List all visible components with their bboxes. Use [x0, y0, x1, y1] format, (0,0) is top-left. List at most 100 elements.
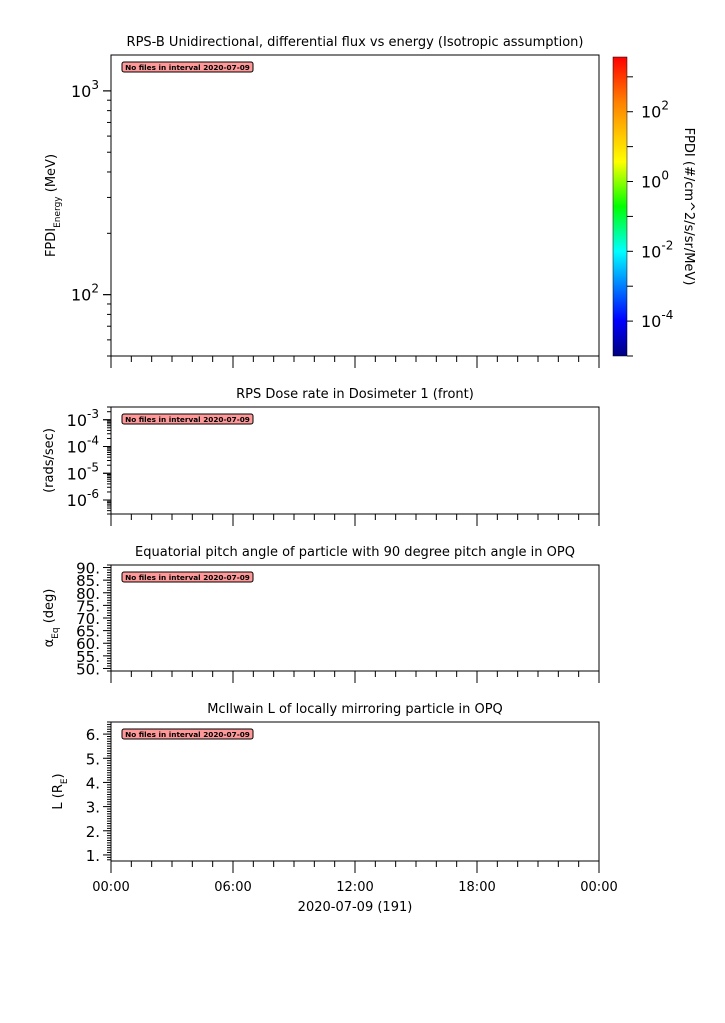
text-part: No files in interval 2020-07-09 [125, 573, 250, 582]
text-part: 12:00 [336, 880, 373, 895]
y-tick-label: 80. [76, 585, 100, 603]
text-part: 0 [661, 169, 669, 183]
y-tick-label: 10-3 [67, 407, 99, 430]
text-part: 10 [67, 464, 87, 483]
panel-title: McIlwain L of locally mirroring particle… [207, 702, 503, 717]
text-part: Equatorial pitch angle of particle with … [135, 545, 575, 560]
y-tick-label: 50. [76, 660, 100, 678]
text-part: FPDI (#/cm^2/s/sr/MeV) [681, 128, 696, 286]
annotation-box [121, 728, 254, 740]
text-part: 1. [86, 847, 100, 865]
x-tick-label: 06:00 [214, 880, 251, 895]
text-part: (rads/sec) [42, 428, 57, 493]
text-part: 5. [86, 750, 100, 768]
text-part: 60. [76, 635, 100, 653]
text-part: -6 [87, 487, 99, 501]
text-part: McIlwain L of locally mirroring particle… [207, 702, 503, 717]
panel-2: RPS Dose rate in Dosimeter 1 (front)10-6… [42, 387, 600, 526]
text-part: 6. [86, 726, 100, 744]
text-part: 55. [76, 648, 100, 666]
text-part: 2. [86, 823, 100, 841]
text-part: RPS Dose rate in Dosimeter 1 (front) [236, 387, 474, 402]
y-tick-label: 1. [86, 847, 100, 865]
y-tick-label: 5. [86, 750, 100, 768]
text-part: 70. [76, 610, 100, 628]
no-files-annotation: No files in interval 2020-07-09 [121, 728, 254, 740]
x-tick-label: 00:00 [580, 880, 617, 895]
text-part: Eq [51, 627, 61, 638]
text-part: 2020-07-09 (191) [298, 900, 413, 915]
text-part: 65. [76, 623, 100, 641]
y-tick-label: 10-5 [67, 460, 99, 483]
plot-area [110, 721, 600, 862]
text-part: 18:00 [458, 880, 495, 895]
text-part: 10 [641, 173, 661, 192]
panel-title: RPS Dose rate in Dosimeter 1 (front) [236, 387, 474, 402]
text-part: 06:00 [214, 880, 251, 895]
text-part: No files in interval 2020-07-09 [125, 63, 250, 72]
x-tick-label: 00:00 [92, 880, 129, 895]
panel-title: Equatorial pitch angle of particle with … [135, 545, 575, 560]
text-part: 80. [76, 585, 100, 603]
annotation-text: No files in interval 2020-07-09 [125, 730, 250, 739]
text-part: 10 [67, 438, 87, 457]
y-tick-label: 85. [76, 572, 100, 590]
colorbar-tick-label: 102 [641, 99, 669, 122]
colorbar-tick-label: 10-2 [641, 238, 673, 261]
y-tick-label: 6. [86, 726, 100, 744]
text-part: 10 [71, 286, 91, 305]
text-part: No files in interval 2020-07-09 [125, 730, 250, 739]
annotation-box [121, 571, 254, 583]
y-axis-label: L (RE) [51, 773, 70, 809]
y-tick-label: 90. [76, 560, 100, 578]
y-tick-label: 4. [86, 774, 100, 792]
text-part: 75. [76, 597, 100, 615]
text-part: 10 [67, 411, 87, 430]
y-axis-label: (rads/sec) [42, 428, 57, 493]
y-tick-label: 103 [71, 78, 99, 101]
no-files-annotation: No files in interval 2020-07-09 [121, 61, 254, 73]
annotation-text: No files in interval 2020-07-09 [125, 415, 250, 424]
y-tick-label: 55. [76, 648, 100, 666]
text-part: No files in interval 2020-07-09 [125, 415, 250, 424]
text-part: -2 [661, 238, 673, 252]
text-part: L (R [51, 784, 66, 809]
no-files-annotation: No files in interval 2020-07-09 [121, 571, 254, 583]
x-axis-label: 2020-07-09 (191) [298, 900, 413, 915]
x-tick-label: 12:00 [336, 880, 373, 895]
panel-4: McIlwain L of locally mirroring particle… [51, 702, 600, 873]
no-files-annotation: No files in interval 2020-07-09 [121, 413, 254, 425]
annotation-text: No files in interval 2020-07-09 [125, 573, 250, 582]
y-tick-label: 65. [76, 623, 100, 641]
colorbar-tick-label: 10-4 [641, 308, 673, 331]
text-part: (deg) [42, 589, 57, 628]
panel-3: Equatorial pitch angle of particle with … [42, 545, 600, 683]
annotation-text: No files in interval 2020-07-09 [125, 63, 250, 72]
y-tick-label: 102 [71, 282, 99, 305]
annotation-box [121, 413, 254, 425]
text-part: 3. [86, 799, 100, 817]
text-part: 85. [76, 572, 100, 590]
text-part: 3 [91, 78, 99, 92]
y-tick-label: 75. [76, 597, 100, 615]
text-part: -4 [87, 434, 99, 448]
text-part: 2 [91, 282, 99, 296]
colorbar-gradient [612, 56, 628, 357]
text-part: 10 [67, 491, 87, 510]
text-part: E [60, 778, 70, 784]
y-tick-label: 10-4 [67, 434, 99, 457]
annotation-box [121, 61, 254, 73]
text-part: -3 [87, 407, 99, 421]
text-part: 50. [76, 660, 100, 678]
plot-area [110, 54, 600, 357]
plot-area [110, 406, 600, 515]
y-tick-label: 3. [86, 799, 100, 817]
text-part: 10 [641, 312, 661, 331]
text-part: RPS-B Unidirectional, differential flux … [127, 35, 584, 50]
y-tick-label: 60. [76, 635, 100, 653]
text-part: 00:00 [580, 880, 617, 895]
panel-title: RPS-B Unidirectional, differential flux … [127, 35, 584, 50]
y-tick-label: 10-6 [67, 487, 99, 510]
y-tick-label: 2. [86, 823, 100, 841]
